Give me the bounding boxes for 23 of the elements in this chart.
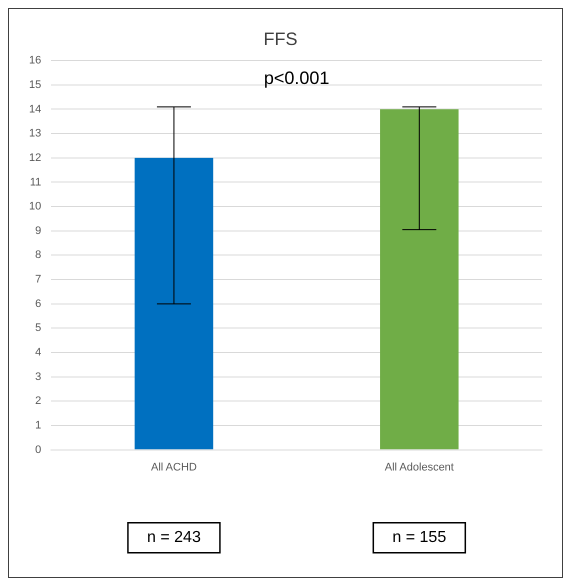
y-tick-label: 7 — [35, 274, 42, 286]
chart-title: FFS — [264, 28, 298, 49]
y-tick-label: 14 — [28, 103, 42, 116]
y-tick-label: 10 — [28, 200, 42, 213]
y-tick-label: 15 — [28, 78, 42, 91]
y-tick-label: 13 — [28, 128, 42, 140]
y-tick-label: 0 — [35, 444, 42, 456]
y-tick-label: 5 — [35, 322, 42, 334]
text: n = 243 — [147, 529, 201, 546]
x-tick-label: All ACHD — [151, 461, 197, 474]
y-tick-label: 1 — [35, 420, 42, 432]
y-tick-label: 9 — [35, 224, 42, 237]
text: n = 155 — [392, 529, 446, 546]
y-tick-label: 6 — [35, 298, 42, 310]
y-tick-label: 4 — [35, 346, 42, 359]
y-tick-label: 16 — [28, 54, 42, 67]
x-tick-label: All Adolescent — [384, 461, 454, 474]
y-tick-label: 12 — [28, 152, 42, 164]
y-tick-label: 3 — [35, 370, 42, 383]
y-tick-label: 8 — [35, 249, 42, 262]
y-tick-label: 11 — [30, 176, 42, 188]
y-tick-label: 2 — [35, 395, 42, 408]
annotation: p<0.001 — [264, 68, 330, 88]
